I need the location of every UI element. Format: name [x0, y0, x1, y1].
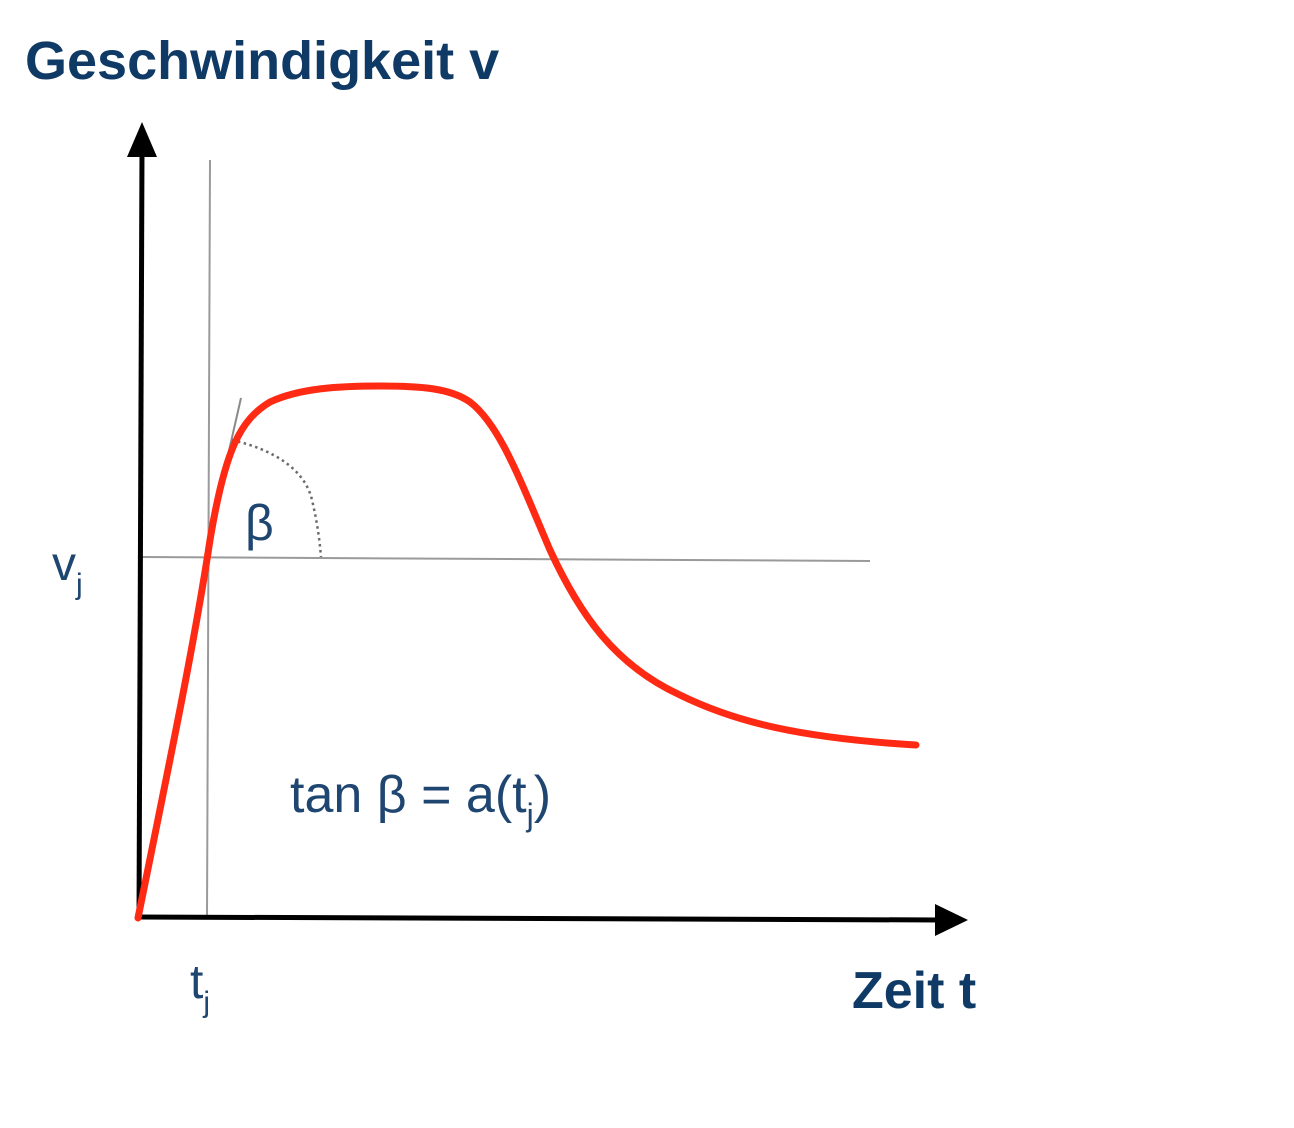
tj-label: tj — [190, 956, 210, 1019]
formula-close: ) — [534, 766, 551, 824]
tangent-formula: tan β = a(tj) — [290, 766, 551, 833]
y-axis — [136, 149, 145, 919]
y-axis-title: Geschwindigkeit v — [25, 31, 499, 91]
x-axis-arrowhead — [935, 904, 968, 936]
angle-arc — [231, 438, 323, 558]
vj-label: vj — [52, 538, 83, 601]
x-axis-title: Zeit t — [852, 962, 976, 1020]
velocity-curve — [134, 382, 920, 922]
tj-label-main: t — [190, 956, 203, 1009]
formula-sub: j — [526, 797, 534, 833]
angle-beta-label: β — [245, 495, 274, 551]
horizontal-guide-vj — [139, 556, 871, 562]
y-axis-arrowhead — [127, 122, 157, 157]
vj-label-main: v — [52, 538, 76, 591]
vj-label-sub: j — [75, 568, 83, 601]
formula-main: tan β = a(t — [290, 766, 527, 824]
x-axis — [136, 914, 941, 923]
tj-label-sub: j — [202, 986, 210, 1019]
